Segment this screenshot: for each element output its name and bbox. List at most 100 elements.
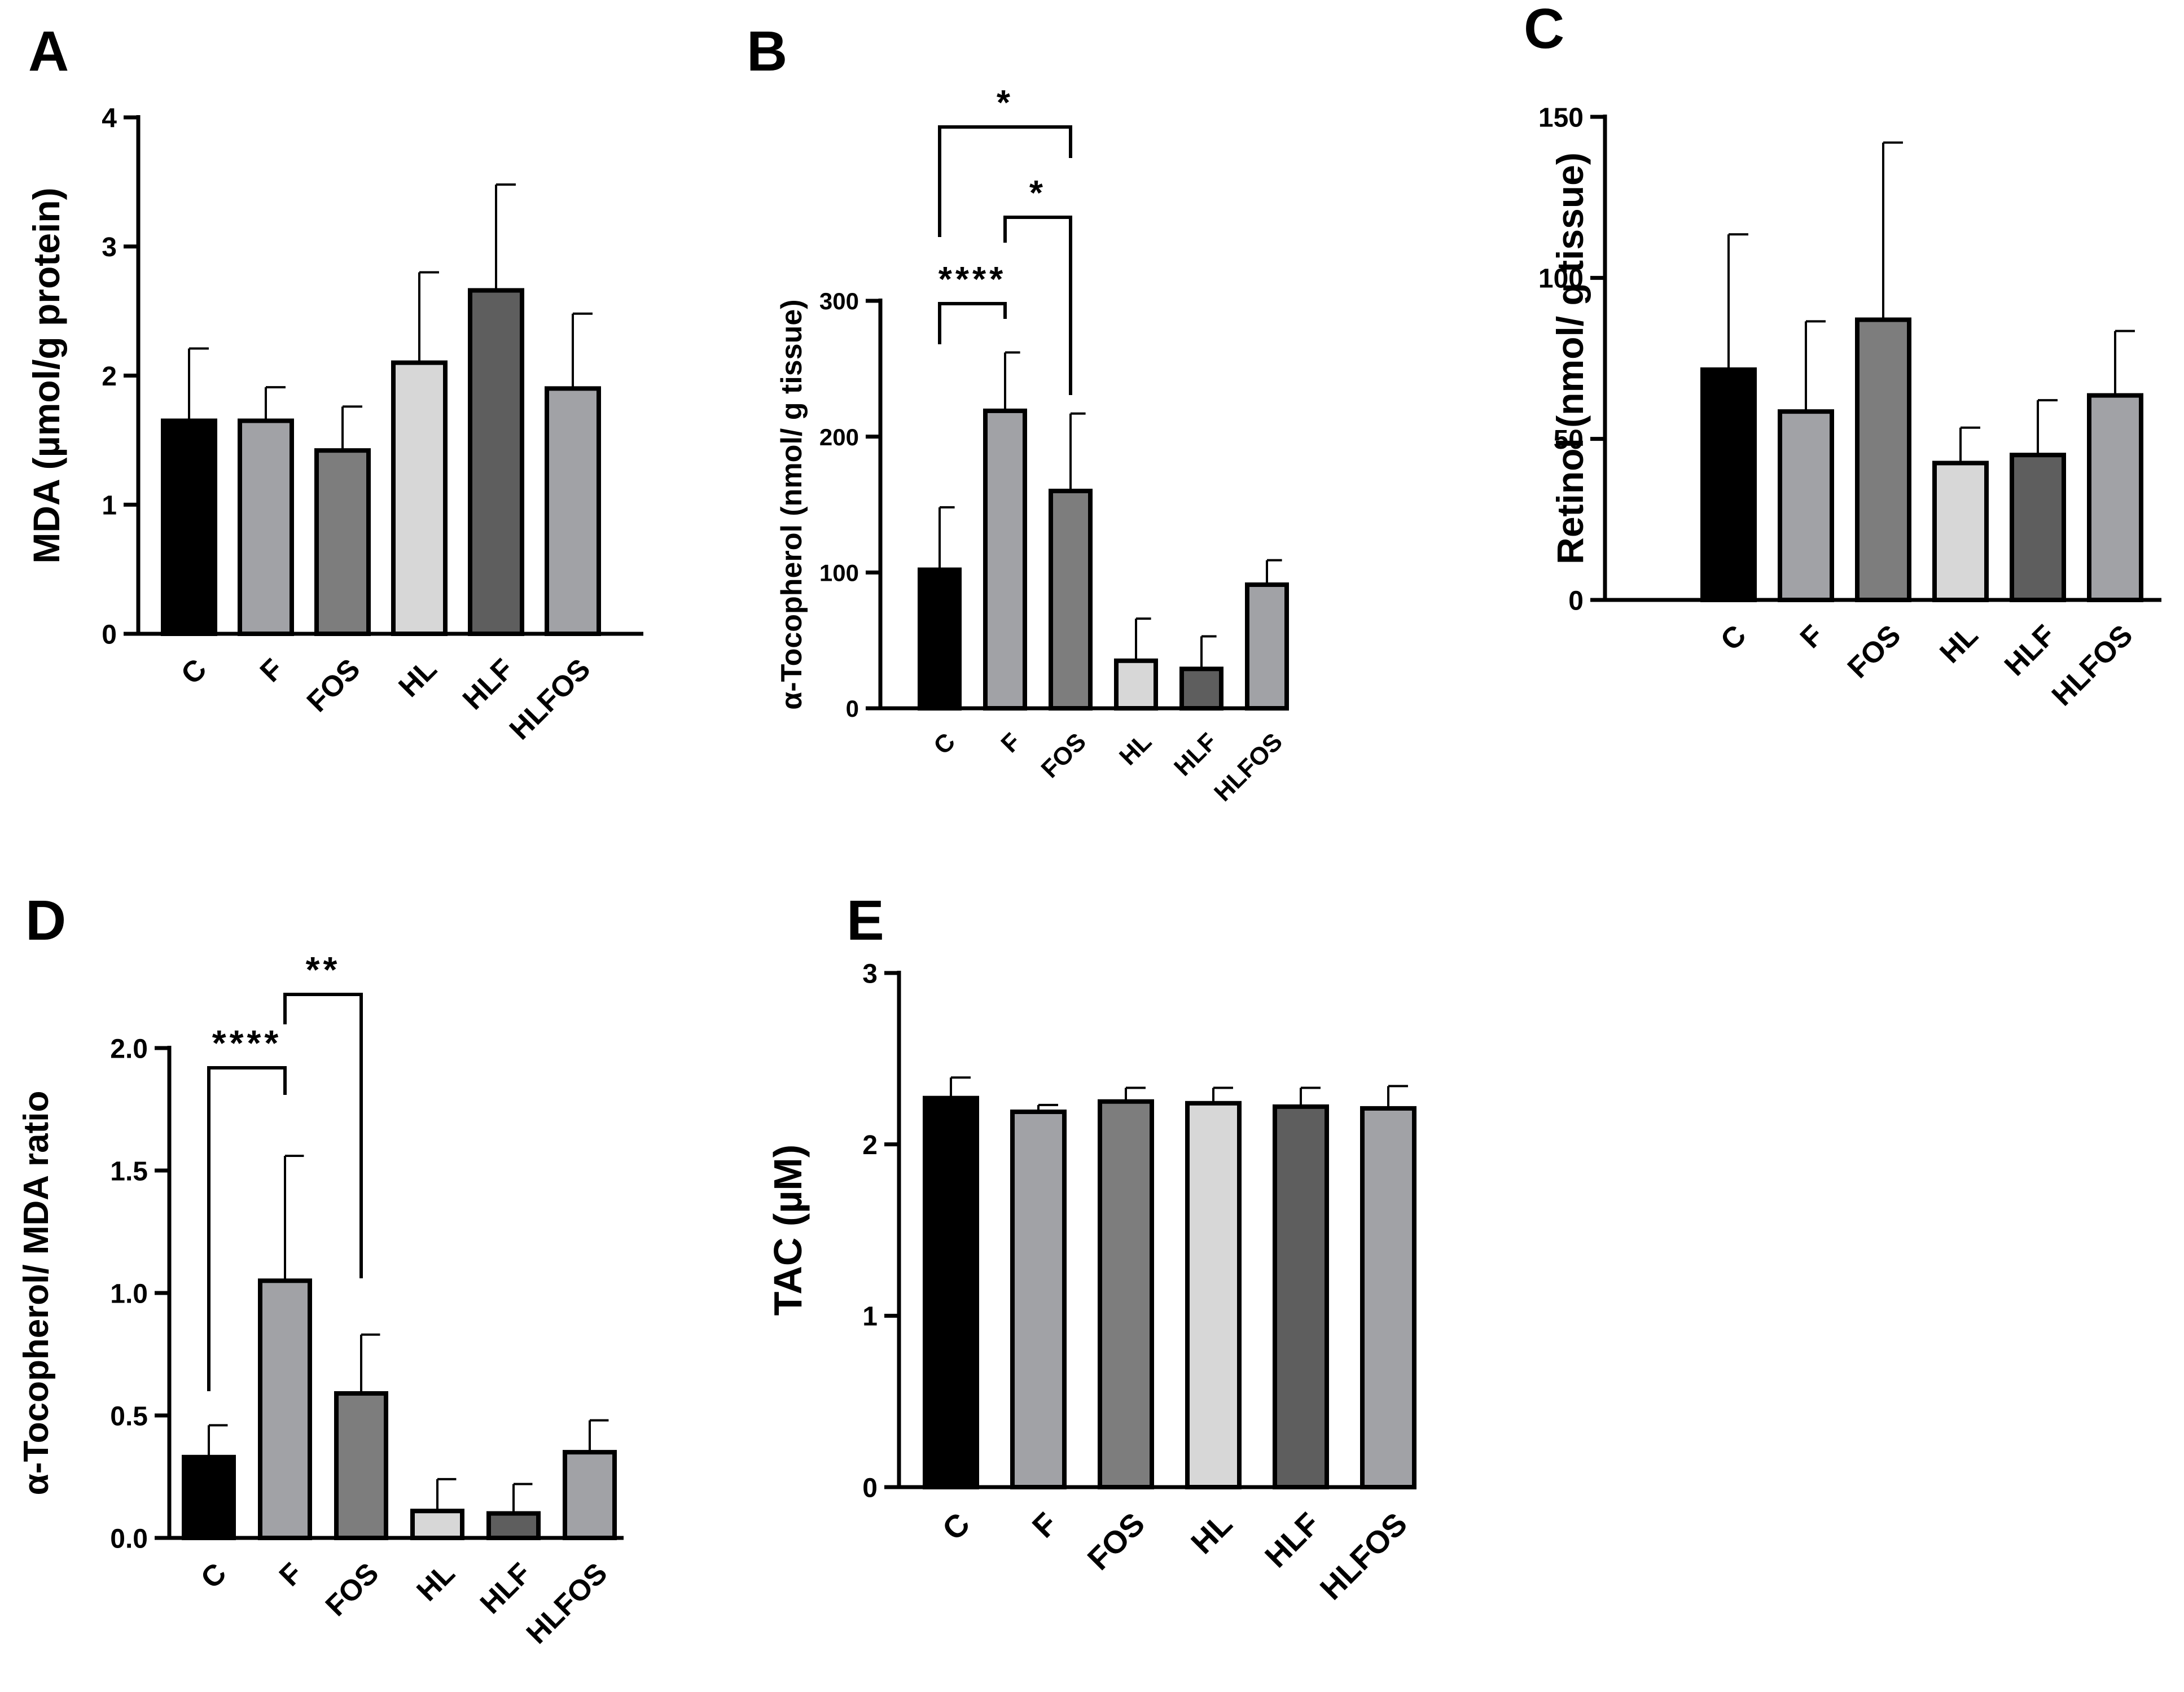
- bar-HL: [410, 1509, 464, 1541]
- y-tick-label: 100: [819, 559, 859, 586]
- x-tick-label: C: [175, 652, 213, 691]
- x-tick-label: FOS: [319, 1557, 385, 1623]
- bar-HLF: [468, 288, 524, 636]
- significance-label: *: [997, 84, 1014, 122]
- bar-HLFOS: [1245, 582, 1289, 711]
- x-tick-label: HL: [392, 652, 443, 703]
- bar-FOS: [1049, 488, 1093, 711]
- x-tick-label: C: [935, 1506, 976, 1547]
- y-tick-label: 100: [1538, 264, 1584, 294]
- panel-letter: C: [1524, 0, 1564, 60]
- significance-bracket: [283, 993, 363, 1278]
- significance-bracket: [1003, 216, 1072, 395]
- panel-A: A 0 1 2 3 4 MDA (µmol/g protein) C F FOS HL HLFHLFO…: [25, 20, 643, 746]
- x-tick-label: F: [1794, 619, 1830, 654]
- bar-HLFOS: [2087, 393, 2143, 602]
- x-tick-label: HL: [1114, 727, 1157, 770]
- x-tick-label: FOS: [301, 652, 367, 718]
- x-tick-label: F: [1025, 1506, 1064, 1545]
- x-tick-label: HLF: [1169, 727, 1222, 781]
- bar-C: [161, 418, 217, 636]
- significance-label: **: [306, 949, 341, 990]
- panel-letter: E: [847, 889, 884, 952]
- bar-HL: [391, 360, 448, 636]
- y-axis-label: α-Tocopherol/ MDA ratio: [17, 1091, 56, 1496]
- bar-C: [1700, 367, 1757, 602]
- bar-HL: [1185, 1101, 1242, 1489]
- y-tick-label: 2: [102, 362, 117, 392]
- x-tick-label: FOS: [1036, 727, 1092, 783]
- bar-F: [1010, 1109, 1067, 1489]
- x-tick-label: HL: [1933, 619, 1984, 669]
- y-tick-label: 0: [102, 620, 117, 650]
- y-tick-label: 1.5: [110, 1156, 148, 1186]
- bar-HL: [1114, 658, 1158, 711]
- x-tick-label: F: [995, 727, 1026, 758]
- x-tick-label: HLF: [1998, 619, 2062, 682]
- x-tick-label: FOS: [1841, 619, 1907, 685]
- y-tick-label: 2.0: [110, 1034, 148, 1064]
- panel-letter: B: [747, 20, 787, 83]
- y-tick-label: 0: [846, 695, 859, 722]
- x-tick-label: HLFOS: [2046, 619, 2139, 712]
- significance-bracket: [938, 302, 1007, 344]
- bar-F: [983, 408, 1027, 711]
- panel-letter: D: [25, 889, 66, 952]
- x-tick-label: C: [928, 727, 961, 760]
- y-tick-label: 1: [102, 491, 117, 521]
- bar-C: [923, 1095, 979, 1489]
- panel-B: B 0 100 200 300 α-Tocopherol (nmol/ g tissue)…: [747, 20, 1289, 807]
- y-tick-label: 200: [819, 424, 859, 450]
- x-tick-label: HLFOS: [503, 652, 597, 746]
- bar-C: [182, 1454, 236, 1541]
- y-tick-label: 1: [862, 1302, 878, 1332]
- x-tick-label: C: [195, 1557, 233, 1595]
- y-tick-label: 3: [862, 959, 878, 989]
- panel-D: D 0.0 0.5 1.0 1.5 2.0 α-Tocopherol/ MDA ratio C…: [17, 889, 624, 1650]
- bar-FOS: [1098, 1099, 1154, 1489]
- y-tick-label: 3: [102, 233, 117, 262]
- y-tick-label: 50: [1554, 425, 1584, 455]
- x-tick-label: FOS: [1080, 1506, 1151, 1577]
- x-tick-label: HL: [410, 1557, 461, 1607]
- y-tick-label: 0.0: [110, 1524, 148, 1554]
- x-tick-label: HLF: [1258, 1506, 1327, 1575]
- x-tick-label: HLFOS: [1209, 727, 1288, 806]
- bar-HLFOS: [563, 1450, 617, 1541]
- significance-label: ****: [212, 1023, 282, 1063]
- x-tick-label: HLFOS: [520, 1557, 614, 1650]
- bar-HLF: [1179, 667, 1223, 711]
- y-tick-label: 2: [862, 1130, 878, 1160]
- y-tick-label: 0.5: [110, 1401, 148, 1431]
- significance-bracket: [207, 1066, 287, 1391]
- bar-C: [918, 567, 962, 711]
- bar-HLFOS: [1360, 1106, 1416, 1489]
- y-tick-label: 150: [1538, 103, 1584, 133]
- significance-bracket: [938, 125, 1072, 237]
- x-tick-label: F: [273, 1557, 309, 1592]
- x-tick-label: C: [1714, 619, 1753, 657]
- y-tick-label: 1.0: [110, 1279, 148, 1309]
- y-axis-label: α-Tocopherol (nmol/ g tissue): [775, 299, 808, 709]
- bar-F: [1778, 409, 1834, 602]
- significance-label: *: [1029, 174, 1046, 213]
- x-tick-label: HLF: [474, 1557, 537, 1620]
- y-tick-label: 0: [862, 1473, 878, 1503]
- panel-letter: A: [28, 20, 69, 83]
- bar-HLF: [1273, 1104, 1329, 1489]
- x-tick-label: HLF: [457, 652, 520, 716]
- y-tick-label: 300: [819, 288, 859, 314]
- bar-FOS: [314, 448, 371, 636]
- bar-HL: [1932, 461, 1989, 603]
- bar-F: [258, 1278, 312, 1541]
- panel-C: C 0 50 100 150 Retinol (nmol/ g tissue) C F FOS H…: [1524, 0, 2161, 712]
- y-tick-label: 0: [1568, 586, 1584, 616]
- y-axis-label: TAC (µM): [766, 1145, 810, 1316]
- y-tick-label: 4: [102, 103, 117, 133]
- bar-HLF: [2010, 453, 2066, 602]
- bar-HLFOS: [545, 386, 601, 636]
- x-tick-label: F: [254, 652, 290, 688]
- y-axis-label: MDA (µmol/g protein): [25, 187, 67, 563]
